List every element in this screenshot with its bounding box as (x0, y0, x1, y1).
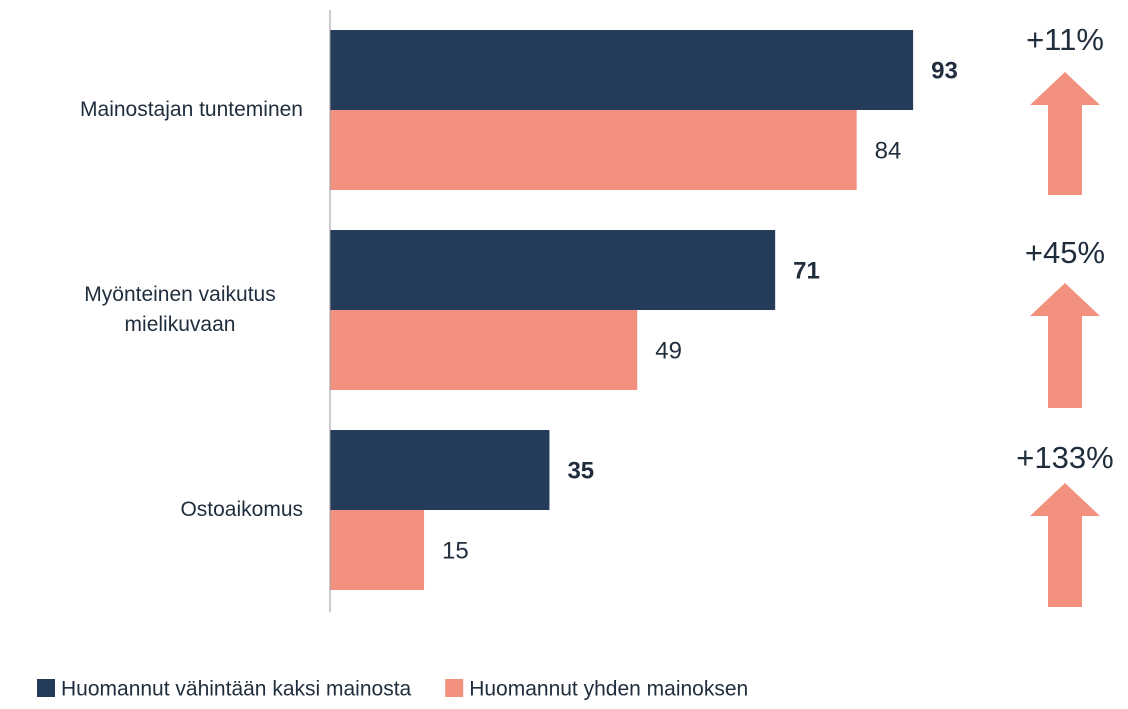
legend-label: Huomannut vähintään kaksi mainosta (61, 678, 412, 701)
bar (330, 30, 914, 110)
bar (330, 430, 550, 510)
value-label: 93 (931, 57, 958, 84)
legend-swatch (445, 679, 464, 697)
value-label: 15 (442, 537, 469, 564)
arrow (1030, 483, 1100, 607)
bar (330, 510, 425, 590)
y-tick-label: Mainostajan tunteminen (80, 98, 303, 121)
value-label: 84 (875, 137, 902, 164)
value-label: 35 (567, 457, 594, 484)
arrow (1030, 283, 1100, 408)
bar (330, 110, 857, 190)
y-tick-label: Myönteinen vaikutus mielikuvaan (84, 283, 275, 336)
bar (330, 230, 776, 310)
annotation: +133% (1016, 440, 1113, 475)
value-label: 71 (793, 257, 820, 284)
value-label: 49 (655, 337, 682, 364)
annotation: +11% (1026, 22, 1104, 57)
bar (330, 310, 638, 390)
annotation: +45% (1025, 235, 1105, 270)
legend-label: Huomannut yhden mainoksen (469, 678, 748, 701)
y-tick-label: Ostoaikomus (180, 498, 303, 521)
legend-swatch (37, 679, 55, 697)
arrow (1030, 72, 1100, 195)
